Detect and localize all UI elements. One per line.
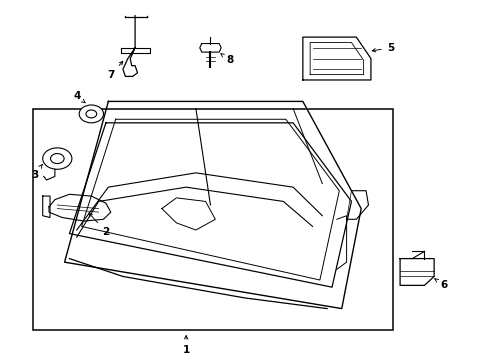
- Circle shape: [50, 154, 64, 163]
- Text: 5: 5: [371, 43, 393, 53]
- Text: 7: 7: [107, 61, 122, 80]
- Circle shape: [79, 105, 103, 123]
- Text: 1: 1: [182, 336, 189, 355]
- Circle shape: [86, 110, 97, 118]
- Bar: [33, 109, 392, 330]
- Text: 8: 8: [220, 54, 233, 65]
- Text: 3: 3: [31, 165, 42, 180]
- Text: 6: 6: [434, 279, 447, 291]
- Text: 4: 4: [73, 91, 85, 103]
- Text: 2: 2: [89, 213, 109, 237]
- Circle shape: [42, 148, 72, 169]
